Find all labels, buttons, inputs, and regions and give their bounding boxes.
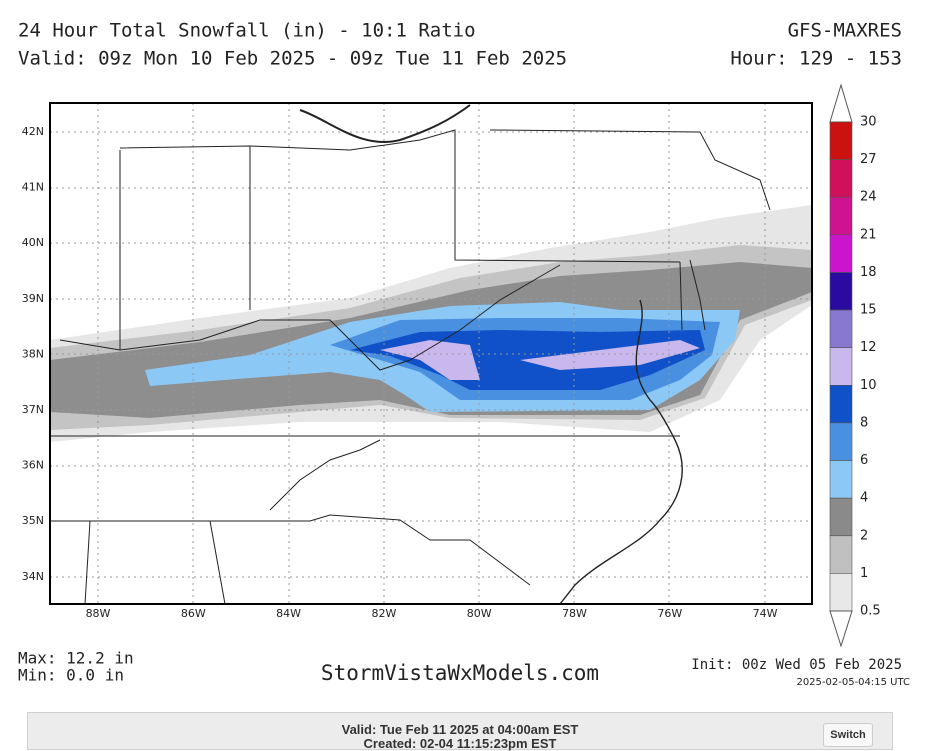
panel-created: Created: 02-04 11:15:23pm EST xyxy=(363,736,557,751)
borders xyxy=(50,104,771,604)
lat-label: 42N xyxy=(22,125,44,138)
colorbar-top-arrow xyxy=(829,83,853,123)
timestamp: 2025-02-05-04:15 UTC xyxy=(796,677,910,688)
panel-valid: Valid: Tue Feb 11 2025 at 04:00am EST xyxy=(341,722,579,737)
colorbar-segment xyxy=(829,272,853,311)
colorbar-label: 8 xyxy=(860,415,868,430)
lat-label: 39N xyxy=(22,292,44,305)
title: 24 Hour Total Snowfall (in) - 10:1 Ratio xyxy=(18,20,476,42)
info-panel: Valid: Tue Feb 11 2025 at 04:00am EST Cr… xyxy=(27,712,893,751)
colorbar-label: 1 xyxy=(860,566,868,581)
colorbar-label: 30 xyxy=(860,115,877,130)
lon-label: 84W xyxy=(276,607,301,620)
lat-label: 41N xyxy=(22,181,44,194)
colorbar-segment xyxy=(829,234,853,273)
valid-range: Valid: 09z Mon 10 Feb 2025 - 09z Tue 11 … xyxy=(18,48,567,70)
site-name: StormVistaWxModels.com xyxy=(321,661,599,685)
lat-label: 40N xyxy=(22,236,44,249)
model-name: GFS-MAXRES xyxy=(788,20,902,42)
colorbar-segment xyxy=(829,460,853,499)
colorbar-label: 0.5 xyxy=(860,604,881,619)
lat-label: 35N xyxy=(22,514,44,527)
lat-label: 36N xyxy=(22,459,44,472)
colorbar-segment xyxy=(829,309,853,348)
colorbar-bottom-arrow xyxy=(829,610,853,648)
colorbar-segment xyxy=(829,121,853,160)
map-figure: 24 Hour Total Snowfall (in) - 10:1 Ratio… xyxy=(18,20,910,689)
colorbar-label: 6 xyxy=(860,453,868,468)
lon-label: 82W xyxy=(371,607,396,620)
colorbar-segment xyxy=(829,422,853,461)
lon-label: 76W xyxy=(657,607,682,620)
snow-10 xyxy=(520,340,700,370)
colorbar-segment xyxy=(829,497,853,537)
snow-10 xyxy=(380,340,480,380)
colorbar-segment xyxy=(829,535,853,574)
min-value: Min: 0.0 in xyxy=(18,666,124,685)
colorbar-label: 2 xyxy=(860,528,868,543)
colorbar-label: 10 xyxy=(860,378,877,393)
colorbar-segment xyxy=(829,385,853,424)
switch-button[interactable]: Switch xyxy=(823,723,873,747)
lon-label: 74W xyxy=(753,607,778,620)
init-time: Init: 00z Wed 05 Feb 2025 xyxy=(691,657,902,673)
lon-label: 88W xyxy=(86,607,111,620)
colorbar-label: 12 xyxy=(860,340,877,355)
lon-label: 80W xyxy=(467,607,492,620)
max-value: Max: 12.2 in xyxy=(18,649,134,668)
colorbar-segment xyxy=(829,347,853,386)
lat-label: 34N xyxy=(22,570,44,583)
colorbar-label: 27 xyxy=(860,152,877,167)
map: 42N 41N 40N 39N 38N 37N 36N 35N 34N 88W 86W 84W 82W 8… xyxy=(22,102,813,620)
colorbar-label: 4 xyxy=(860,491,868,506)
colorbar-label: 21 xyxy=(860,227,877,242)
colorbar-label: 18 xyxy=(860,265,877,280)
lon-label: 78W xyxy=(562,607,587,620)
colorbar-segment xyxy=(829,196,853,236)
colorbar-segment xyxy=(829,159,853,198)
forecast-hour: Hour: 129 - 153 xyxy=(730,48,902,70)
colorbar-label: 15 xyxy=(860,303,877,318)
lat-label: 37N xyxy=(22,403,44,416)
colorbar-label: 24 xyxy=(860,190,877,205)
colorbar-segment xyxy=(829,573,853,612)
lon-label: 86W xyxy=(181,607,206,620)
lat-label: 38N xyxy=(22,347,44,360)
